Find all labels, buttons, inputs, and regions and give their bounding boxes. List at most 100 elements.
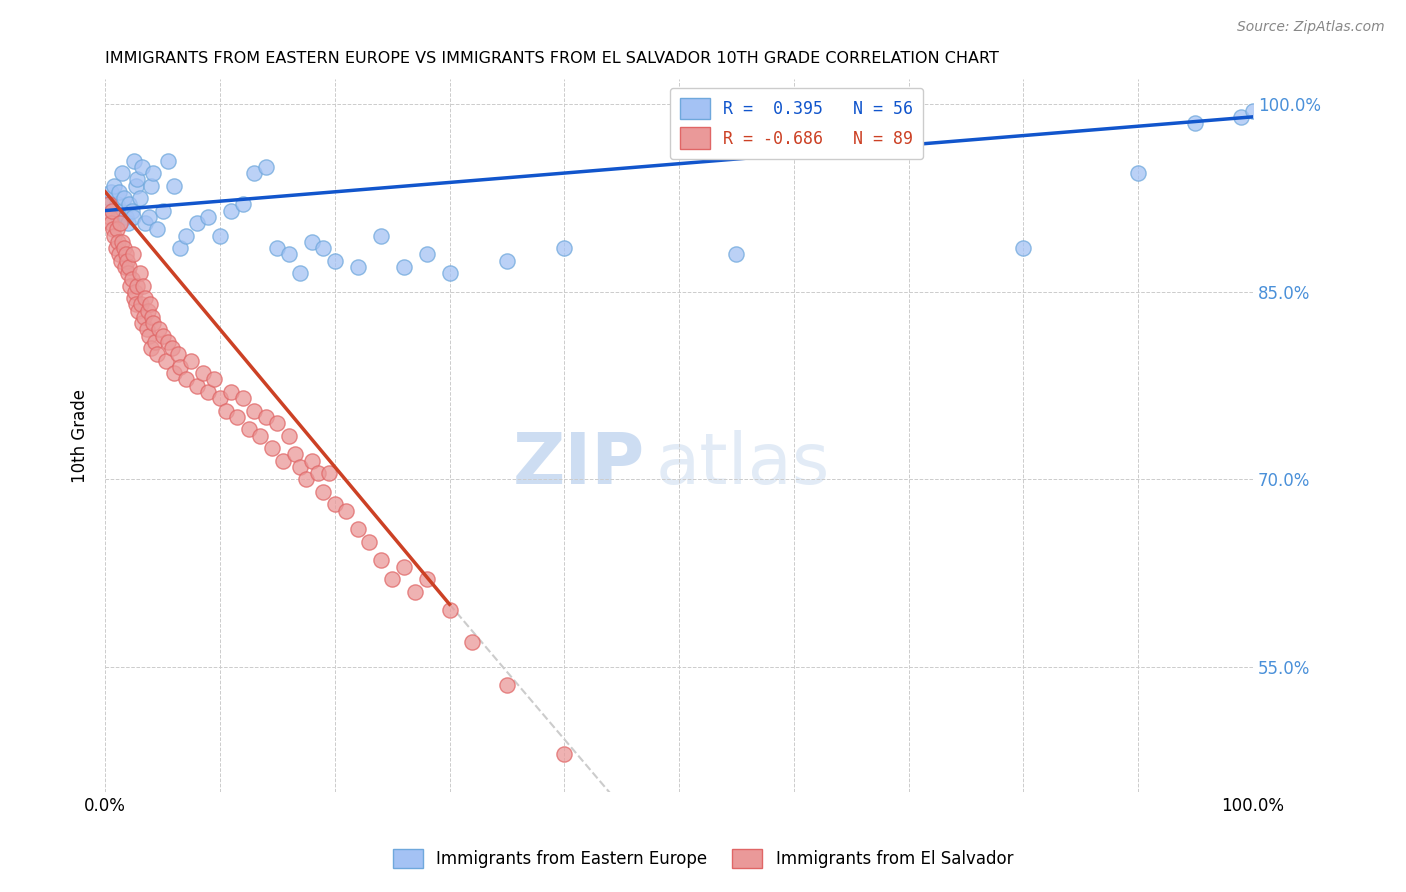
Point bbox=[98, 210, 121, 224]
Point bbox=[415, 247, 437, 261]
Point bbox=[129, 297, 152, 311]
Point bbox=[111, 166, 134, 180]
Point bbox=[271, 453, 294, 467]
Point bbox=[254, 160, 277, 174]
Point bbox=[117, 216, 139, 230]
Point bbox=[335, 503, 357, 517]
Legend: Immigrants from Eastern Europe, Immigrants from El Salvador: Immigrants from Eastern Europe, Immigran… bbox=[387, 842, 1019, 875]
Point bbox=[346, 260, 368, 274]
Text: atlas: atlas bbox=[657, 430, 831, 499]
Point bbox=[118, 197, 141, 211]
Point bbox=[260, 441, 283, 455]
Point bbox=[127, 278, 149, 293]
Point bbox=[108, 216, 131, 230]
Point bbox=[148, 322, 170, 336]
Point bbox=[254, 409, 277, 424]
Point bbox=[157, 153, 180, 168]
Point bbox=[135, 322, 157, 336]
Point bbox=[301, 453, 323, 467]
Point bbox=[100, 216, 122, 230]
Point bbox=[138, 328, 160, 343]
Point bbox=[725, 247, 748, 261]
Point bbox=[186, 378, 208, 392]
Point bbox=[370, 553, 392, 567]
Point bbox=[122, 291, 145, 305]
Point bbox=[131, 316, 153, 330]
Point bbox=[134, 216, 156, 230]
Point bbox=[121, 272, 143, 286]
Point bbox=[105, 197, 128, 211]
Point bbox=[346, 522, 368, 536]
Point bbox=[163, 178, 186, 193]
Point bbox=[125, 178, 148, 193]
Point bbox=[290, 266, 312, 280]
Point bbox=[163, 366, 186, 380]
Point bbox=[128, 266, 150, 280]
Point bbox=[553, 747, 575, 762]
Point bbox=[277, 428, 299, 442]
Point bbox=[124, 285, 146, 299]
Point bbox=[132, 278, 155, 293]
Point bbox=[139, 297, 162, 311]
Point bbox=[249, 428, 271, 442]
Text: Source: ZipAtlas.com: Source: ZipAtlas.com bbox=[1237, 20, 1385, 34]
Point bbox=[105, 222, 128, 236]
Point bbox=[359, 534, 381, 549]
Point bbox=[202, 372, 225, 386]
Point bbox=[152, 203, 174, 218]
Point bbox=[208, 391, 231, 405]
Point bbox=[1241, 103, 1264, 118]
Point bbox=[120, 278, 142, 293]
Point bbox=[97, 191, 120, 205]
Point bbox=[174, 228, 197, 243]
Point bbox=[197, 210, 219, 224]
Text: ZIP: ZIP bbox=[512, 430, 644, 499]
Point bbox=[108, 185, 131, 199]
Point bbox=[142, 166, 165, 180]
Point bbox=[152, 328, 174, 343]
Point bbox=[121, 247, 143, 261]
Point bbox=[415, 572, 437, 586]
Point bbox=[381, 572, 404, 586]
Point bbox=[295, 472, 318, 486]
Point bbox=[104, 241, 127, 255]
Point bbox=[215, 403, 238, 417]
Point bbox=[117, 266, 139, 280]
Point bbox=[277, 247, 299, 261]
Point bbox=[553, 241, 575, 255]
Point bbox=[169, 359, 191, 374]
Point bbox=[318, 466, 340, 480]
Point bbox=[370, 228, 392, 243]
Point bbox=[115, 247, 138, 261]
Point bbox=[157, 334, 180, 349]
Point bbox=[146, 347, 169, 361]
Point bbox=[1230, 110, 1253, 124]
Point bbox=[166, 347, 188, 361]
Point bbox=[146, 222, 169, 236]
Point bbox=[301, 235, 323, 249]
Point bbox=[114, 260, 136, 274]
Point bbox=[266, 241, 288, 255]
Point bbox=[461, 634, 484, 648]
Point bbox=[232, 197, 254, 211]
Point bbox=[108, 247, 131, 261]
Point bbox=[1012, 241, 1035, 255]
Point bbox=[139, 178, 162, 193]
Point bbox=[142, 316, 165, 330]
Point bbox=[101, 203, 124, 218]
Point bbox=[110, 203, 132, 218]
Point bbox=[312, 484, 335, 499]
Point bbox=[100, 185, 122, 199]
Point bbox=[128, 303, 150, 318]
Point bbox=[103, 178, 125, 193]
Point bbox=[136, 303, 159, 318]
Text: IMMIGRANTS FROM EASTERN EUROPE VS IMMIGRANTS FROM EL SALVADOR 10TH GRADE CORRELA: IMMIGRANTS FROM EASTERN EUROPE VS IMMIGR… bbox=[105, 51, 1000, 66]
Point bbox=[115, 253, 138, 268]
Point bbox=[101, 203, 124, 218]
Point bbox=[221, 384, 243, 399]
Point bbox=[139, 341, 162, 355]
Point bbox=[174, 372, 197, 386]
Point bbox=[404, 584, 426, 599]
Point bbox=[392, 559, 415, 574]
Point bbox=[115, 210, 138, 224]
